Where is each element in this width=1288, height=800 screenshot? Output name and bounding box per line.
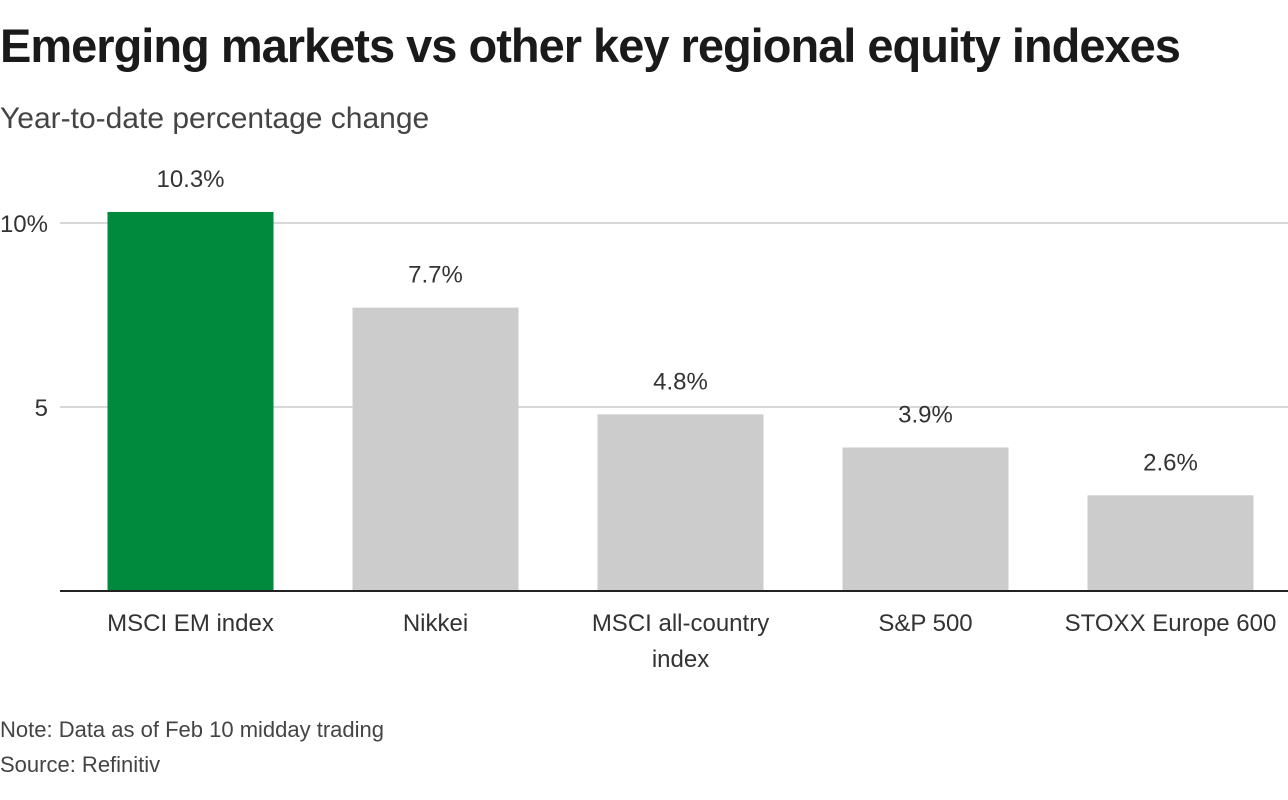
footer-source: Source: Refinitiv [0,752,161,777]
bar-value-label: 3.9% [898,401,953,428]
category-label: Nikkei [403,610,468,637]
data-labels: 10.3% 7.7% 4.8% 3.9% 2.6% [156,166,1197,476]
bars [107,211,1254,591]
chart-title: Emerging markets vs other key regional e… [0,19,1181,72]
category-label: S&P 500 [878,610,972,637]
chart-subtitle: Year-to-date percentage change [0,102,430,135]
bar [352,307,519,591]
axes: 10% 5 MSCI EM index Nikkei MSCI all-country i… [0,211,1288,673]
bar [1087,495,1254,591]
bar-chart: 10.3% 7.7% 4.8% 3.9% 2.6% 10% 5 MSCI EM index N… [0,166,1288,673]
bar-value-label: 4.8% [653,368,708,395]
y-tick-label: 10% [0,211,48,238]
footer-note: Note: Data as of Feb 10 midday trading [0,717,384,742]
category-label: MSCI EM index [107,610,274,637]
bar [107,211,274,591]
y-tick-label: 5 [35,395,48,422]
category-label: STOXX Europe 600 [1065,610,1277,637]
bar-value-label: 2.6% [1143,449,1198,476]
category-label: MSCI all-country [592,610,769,637]
bar-value-label: 10.3% [156,166,224,193]
bar [597,414,764,591]
bar [842,447,1009,591]
category-label: index [652,646,709,673]
bar-value-label: 7.7% [408,262,463,289]
